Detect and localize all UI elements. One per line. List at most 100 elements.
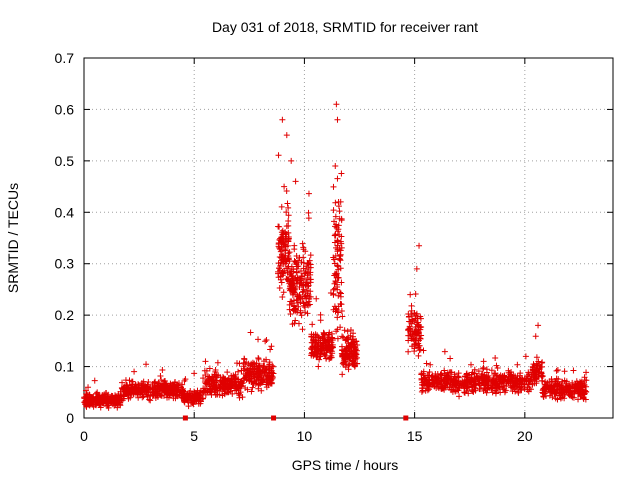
data-point (290, 290, 297, 297)
data-point (405, 332, 412, 339)
data-point (268, 369, 275, 376)
data-point (268, 380, 275, 387)
data-point (549, 394, 556, 401)
data-point (323, 355, 330, 362)
data-point (242, 361, 249, 368)
data-point (184, 392, 191, 399)
data-point (441, 367, 448, 374)
data-point (349, 336, 356, 343)
data-point (280, 289, 287, 296)
data-point (427, 361, 434, 368)
data-point (307, 279, 314, 286)
data-point (268, 343, 275, 350)
data-point (340, 359, 347, 366)
data-point (518, 387, 525, 394)
data-point (338, 240, 345, 247)
data-point (332, 213, 339, 220)
data-point (326, 336, 333, 343)
data-point (553, 367, 560, 374)
data-point (580, 394, 587, 401)
data-point (275, 268, 282, 275)
data-point (514, 361, 521, 368)
data-point (341, 327, 348, 334)
data-point (524, 372, 531, 379)
data-point (279, 294, 286, 300)
data-point (489, 389, 496, 396)
data-point (228, 376, 235, 383)
data-point (125, 395, 132, 402)
data-point (286, 306, 293, 313)
data-point (149, 393, 156, 400)
data-point (266, 361, 273, 368)
data-point (335, 303, 342, 310)
data-point (248, 388, 255, 395)
data-point (159, 388, 166, 395)
data-point (492, 385, 499, 392)
data-point (299, 289, 306, 296)
data-point (181, 388, 188, 395)
data-point (154, 383, 161, 390)
data-point (297, 277, 304, 284)
data-point (416, 242, 423, 249)
data-point (576, 390, 583, 397)
data-point (126, 377, 133, 384)
data-point (207, 375, 214, 382)
data-point (540, 390, 547, 397)
data-point (146, 396, 153, 403)
data-point (472, 378, 479, 385)
data-point (332, 223, 339, 230)
data-point (468, 361, 475, 368)
data-point (500, 382, 507, 389)
x-axis-label: GPS time / hours (292, 457, 399, 473)
data-point (455, 387, 462, 394)
data-point (570, 367, 577, 374)
data-point (139, 390, 146, 397)
data-point (326, 356, 333, 363)
data-point (152, 394, 159, 401)
data-point (203, 367, 210, 374)
data-point (425, 382, 432, 389)
data-point (447, 355, 454, 362)
data-point (559, 394, 566, 401)
data-point (282, 229, 289, 236)
data-point (316, 356, 323, 363)
data-point (474, 374, 481, 381)
data-point (286, 278, 293, 285)
data-point (460, 379, 467, 386)
data-point (492, 370, 499, 377)
data-point (551, 378, 558, 385)
data-point (485, 384, 492, 391)
data-point (335, 266, 342, 273)
data-point (554, 366, 561, 373)
data-point (292, 285, 299, 292)
data-point (533, 354, 540, 361)
data-point (212, 379, 219, 386)
data-point (332, 232, 339, 239)
ticks (83, 57, 613, 419)
data-point (547, 385, 554, 392)
data-point (511, 385, 518, 392)
data-point (85, 384, 92, 391)
data-point (129, 378, 136, 385)
gap-marker (403, 415, 409, 421)
data-point (133, 388, 140, 395)
data-point (103, 390, 110, 397)
data-point (140, 378, 147, 385)
data-point (305, 209, 312, 216)
data-point (545, 382, 552, 389)
data-point (281, 267, 288, 274)
data-point (264, 377, 271, 384)
data-point (334, 281, 341, 288)
data-point (191, 370, 198, 377)
data-point (334, 116, 341, 123)
data-point (208, 391, 215, 398)
data-point (336, 208, 343, 215)
y-tick-label: 0.3 (55, 256, 75, 272)
data-point (174, 383, 181, 390)
data-point (313, 295, 320, 302)
data-point (82, 387, 89, 394)
data-point (292, 317, 299, 324)
data-point (304, 301, 311, 308)
data-point (265, 382, 272, 389)
data-point (469, 369, 476, 376)
